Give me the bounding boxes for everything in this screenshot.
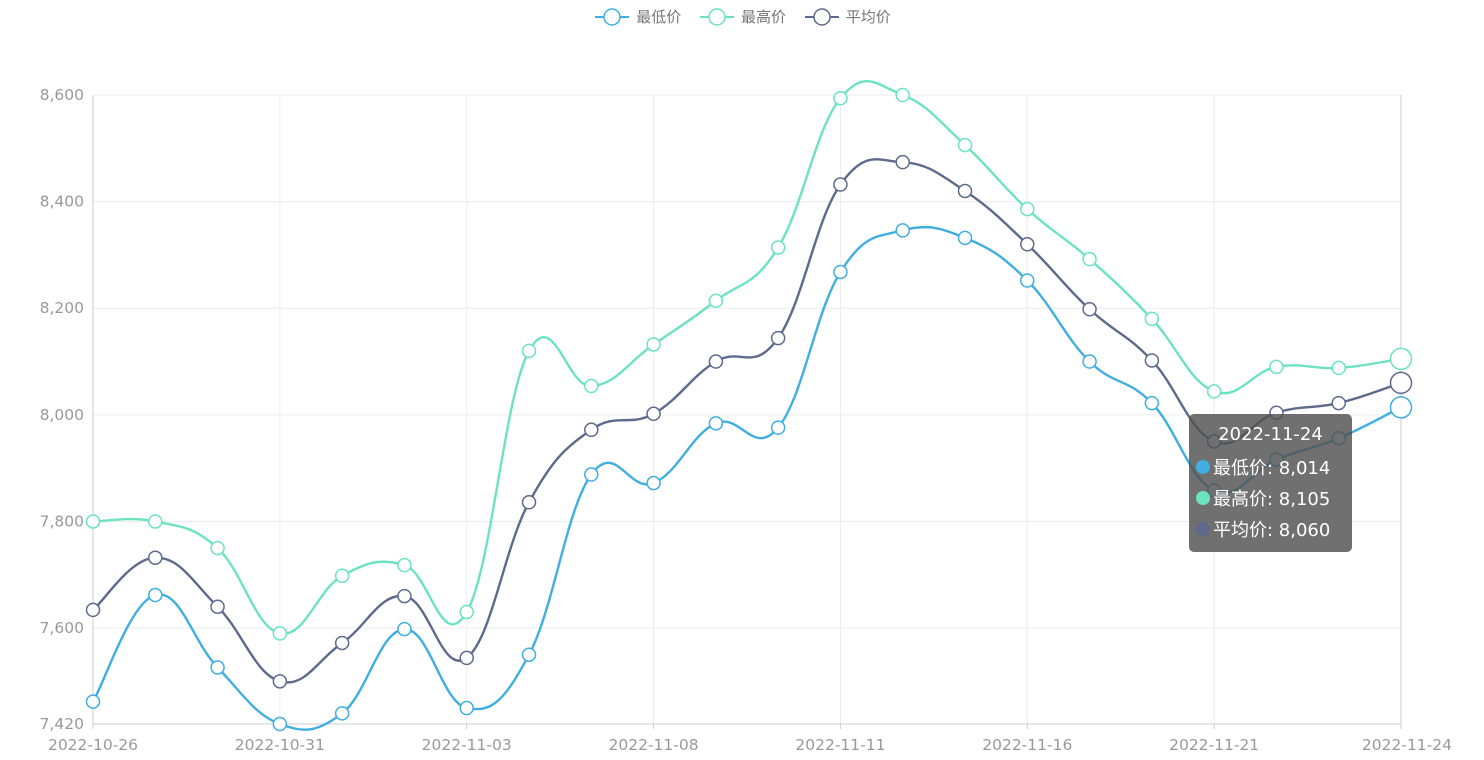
data-point-low [957,230,973,246]
x-tick-label: 2022-10-26 [48,736,138,754]
data-point-high [646,337,661,352]
data-point-high [1206,384,1222,399]
data-point-avg [1331,395,1346,411]
data-point-high [895,87,910,103]
data-point-low [708,416,724,431]
data-point-high [459,604,474,620]
x-tick-label: 2022-11-16 [982,736,1072,754]
data-point-high [770,240,786,255]
legend: 最低价 最高价 平均价 [0,6,1484,31]
data-point-avg [148,550,163,565]
legend-label-high: 最高价 [740,8,786,26]
data-point-high [210,540,225,556]
data-point-high [272,626,288,641]
data-point-high [85,514,101,529]
data-point-low [521,647,537,662]
data-point-low [895,223,910,238]
y-tick-label: 8,000 [40,406,84,424]
legend-marker-low [595,7,630,26]
data-point-high [1020,201,1035,217]
data-point-avg [895,154,910,170]
tooltip-row-avg: 平均价: 8,060 [1189,513,1352,544]
data-point-avg [459,650,474,666]
y-tick-label: 7,420 [40,715,84,733]
tooltip-row-high: 最高价: 8,105 [1189,482,1352,513]
data-point-high [148,514,163,529]
tooltip-dot-low [1196,459,1210,474]
tooltip-dot-avg [1196,521,1210,536]
data-point-avg [210,599,225,614]
data-point-avg [1082,302,1097,317]
x-tick-label: 2022-11-11 [795,736,885,754]
data-point-high [584,378,599,394]
x-tick-label: 2022-11-21 [1169,736,1259,754]
tooltip-dot-high [1196,490,1210,505]
data-point-avg [397,588,412,604]
tooltip: 2022-11-24 最低价: 8,014 最高价: 8,105 平均价: 8,… [1189,414,1352,552]
x-tick-label: 2022-11-08 [609,736,699,754]
legend-label-low: 最低价 [636,8,682,26]
data-point-low [1144,395,1160,411]
legend-item-low[interactable]: 最低价 [593,6,681,27]
series-line-avg [92,158,1402,684]
data-point-high [1082,251,1097,267]
y-tick-label: 7,600 [40,619,84,637]
data-point-avg [85,602,101,618]
data-point-high [334,568,350,584]
legend-label-avg: 平均价 [845,8,891,26]
data-point-low [334,706,350,721]
data-point-avg [272,674,288,689]
data-point-low [210,660,225,675]
data-point-avg [770,330,786,346]
legend-item-high[interactable]: 最高价 [698,6,786,27]
tooltip-value-avg: 平均价: 8,060 [1213,519,1331,541]
y-tick-label: 8,600 [40,86,84,104]
data-point-avg [1144,353,1160,368]
data-point-low [1020,273,1035,288]
x-tick-label: 2022-11-24 [1362,736,1452,754]
data-point-low [272,716,288,732]
data-point-avg [1020,237,1035,252]
data-point-avg [646,406,661,422]
data-point-low [646,475,661,491]
data-point-high [521,343,537,359]
data-point-high [708,293,724,309]
data-point-low [85,694,101,709]
data-point-low [148,587,163,603]
data-point-high [397,557,412,573]
y-tick-label: 7,800 [40,512,84,530]
tooltip-value-low: 最低价: 8,014 [1213,457,1331,479]
data-point-avg [708,354,724,369]
y-tick-label: 8,200 [40,299,84,317]
data-point-avg [521,495,537,510]
data-point-low [584,467,599,482]
data-point-avg [334,635,350,651]
tooltip-title: 2022-11-24 [1218,424,1323,445]
data-point-low [833,264,848,280]
tooltip-value-high: 最高价: 8,105 [1213,488,1331,510]
data-point-high [957,137,973,153]
y-tick-label: 8,400 [40,193,84,211]
data-point-low [459,700,474,716]
data-point-avg [1389,371,1413,395]
x-tick-label: 2022-11-03 [422,736,512,754]
data-point-avg [957,183,973,199]
data-point-low [770,420,786,435]
data-point-low [397,621,412,637]
data-point-high [1331,360,1346,376]
legend-marker-high [699,7,734,26]
x-tick-label: 2022-10-31 [235,736,325,754]
data-point-avg [833,177,848,192]
data-point-high [1389,347,1413,371]
data-point-high [1269,359,1284,375]
data-point-low [1389,396,1413,419]
tooltip-row-low: 最低价: 8,014 [1189,451,1352,482]
data-point-avg [584,422,599,438]
legend-marker-avg [804,7,839,26]
data-point-low [1082,354,1097,369]
legend-item-avg[interactable]: 平均价 [803,6,891,27]
data-point-high [833,90,848,106]
data-point-high [1144,311,1160,327]
